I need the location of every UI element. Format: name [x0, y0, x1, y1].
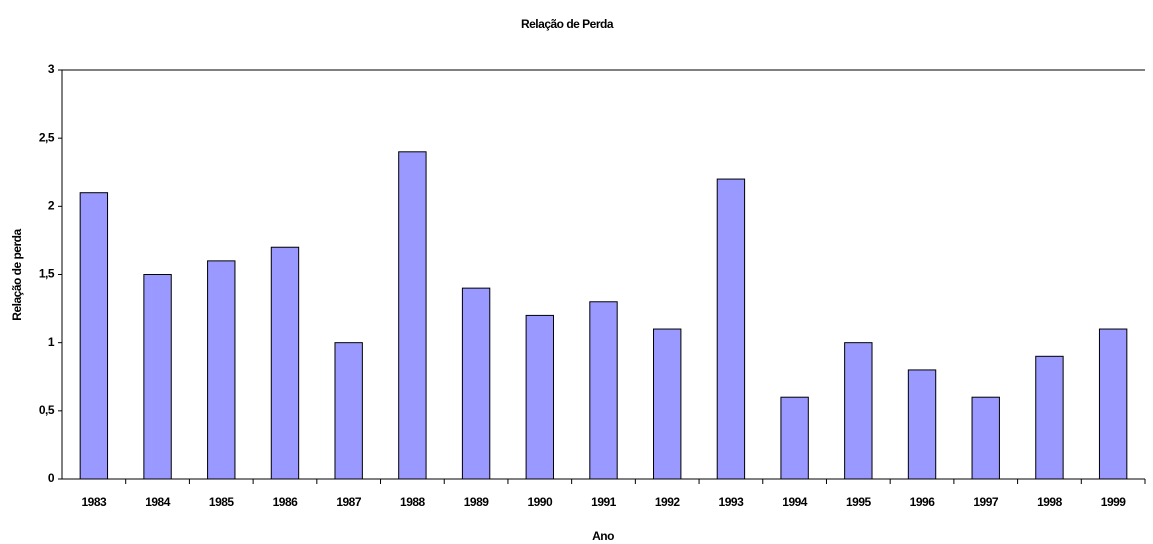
- x-axis-label: Ano: [592, 529, 614, 543]
- x-tick-label: 1998: [1037, 495, 1063, 509]
- bar: [461, 287, 491, 480]
- y-tick-label: 2: [48, 199, 55, 213]
- y-tick-label: 0,5: [39, 403, 55, 417]
- y-axis-label: Relação de perda: [10, 228, 24, 320]
- bar: [907, 369, 937, 480]
- y-tick-label: 1,5: [39, 267, 55, 281]
- x-tick-label: 1994: [782, 495, 808, 509]
- bar: [207, 260, 236, 480]
- y-tick-label: 3: [48, 62, 55, 76]
- x-tick-label: 1999: [1101, 495, 1127, 509]
- y-tick-label: 0: [48, 471, 55, 485]
- bar: [525, 314, 554, 480]
- bar: [334, 342, 363, 480]
- bar: [398, 151, 427, 480]
- bar: [270, 246, 300, 480]
- x-tick-label: 1987: [336, 495, 362, 509]
- y-tick-label: 1: [48, 335, 55, 349]
- bar: [1098, 328, 1128, 480]
- x-tick-label: 1983: [82, 495, 108, 509]
- chart-title: Relação de Perda: [521, 17, 614, 31]
- x-tick-label: 1996: [910, 495, 936, 509]
- bar: [716, 178, 746, 480]
- x-tick-label: 1985: [209, 495, 235, 509]
- x-tick-label: 1993: [719, 495, 745, 509]
- bar: [844, 342, 873, 480]
- x-tick-label: 1997: [973, 495, 999, 509]
- y-tick-label: 2,5: [39, 130, 55, 144]
- bar: [1035, 355, 1064, 480]
- bar: [780, 396, 809, 480]
- x-tick-label: 1995: [846, 495, 872, 509]
- x-tick-label: 1991: [591, 495, 617, 509]
- bar: [79, 192, 109, 480]
- bar: [589, 301, 618, 480]
- x-tick-label: 1988: [400, 495, 426, 509]
- x-tick-label: 1986: [273, 495, 299, 509]
- bar: [971, 396, 1000, 480]
- x-tick-label: 1992: [655, 495, 681, 509]
- bar: [143, 274, 172, 480]
- bar: [653, 328, 682, 480]
- x-tick-label: 1984: [145, 495, 171, 509]
- x-tick-label: 1990: [527, 495, 553, 509]
- x-tick-label: 1989: [464, 495, 490, 509]
